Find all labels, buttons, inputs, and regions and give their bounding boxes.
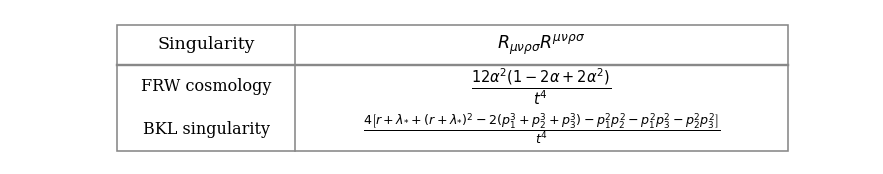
Text: $\dfrac{12\alpha^{2}(1-2\alpha+2\alpha^{2})}{t^{4}}$: $\dfrac{12\alpha^{2}(1-2\alpha+2\alpha^{… [472,66,611,107]
Text: FRW cosmology: FRW cosmology [141,78,271,95]
Text: $R_{\mu\nu\rho\sigma}R^{\mu\nu\rho\sigma}$: $R_{\mu\nu\rho\sigma}R^{\mu\nu\rho\sigma… [497,33,585,57]
Text: Singularity: Singularity [157,36,255,53]
Text: BKL singularity: BKL singularity [142,121,269,138]
Text: $\dfrac{4\left[r+\lambda_{*}+(r+\lambda_{*})^{2}-2(p_{1}^{3}+p_{2}^{3}+p_{3}^{3}: $\dfrac{4\left[r+\lambda_{*}+(r+\lambda_… [363,112,721,147]
